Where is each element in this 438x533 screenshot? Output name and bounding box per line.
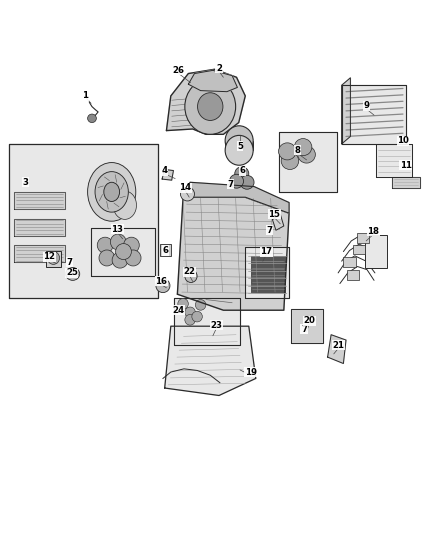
Polygon shape — [9, 144, 158, 298]
Text: 12: 12 — [43, 253, 55, 261]
Polygon shape — [342, 78, 350, 144]
Ellipse shape — [185, 270, 197, 282]
Bar — [347, 270, 359, 280]
Ellipse shape — [180, 187, 194, 201]
Ellipse shape — [294, 139, 312, 156]
Polygon shape — [14, 245, 65, 262]
Ellipse shape — [185, 79, 236, 134]
Text: 7: 7 — [228, 180, 234, 189]
Ellipse shape — [88, 163, 136, 221]
Polygon shape — [272, 214, 284, 230]
Text: 9: 9 — [363, 101, 369, 110]
Polygon shape — [14, 219, 65, 236]
Ellipse shape — [66, 268, 80, 280]
Text: 20: 20 — [303, 317, 315, 325]
Polygon shape — [166, 69, 245, 134]
Ellipse shape — [195, 300, 206, 310]
Ellipse shape — [281, 152, 299, 169]
Text: 5: 5 — [237, 142, 243, 150]
Text: 15: 15 — [268, 210, 280, 219]
Polygon shape — [291, 309, 323, 343]
Text: 4: 4 — [161, 166, 167, 175]
Text: 25: 25 — [66, 269, 78, 277]
Ellipse shape — [88, 114, 96, 123]
Polygon shape — [183, 182, 289, 213]
Polygon shape — [162, 169, 173, 180]
Polygon shape — [392, 177, 420, 188]
Polygon shape — [342, 85, 406, 144]
Polygon shape — [188, 70, 237, 92]
Bar — [160, 244, 171, 256]
Ellipse shape — [230, 174, 244, 188]
Text: 26: 26 — [173, 66, 185, 75]
Ellipse shape — [95, 172, 128, 212]
Text: 16: 16 — [155, 277, 167, 286]
Polygon shape — [328, 335, 346, 364]
Ellipse shape — [178, 298, 188, 309]
Bar — [251, 256, 286, 293]
Polygon shape — [279, 132, 337, 192]
Bar — [357, 233, 369, 243]
Text: 21: 21 — [332, 341, 344, 350]
Bar — [343, 257, 356, 267]
Bar — [353, 245, 365, 254]
Polygon shape — [91, 228, 155, 276]
Text: 7: 7 — [66, 258, 72, 266]
Text: 6: 6 — [162, 246, 169, 255]
Ellipse shape — [298, 146, 315, 163]
Ellipse shape — [279, 143, 296, 160]
Ellipse shape — [156, 279, 170, 293]
Ellipse shape — [235, 167, 249, 181]
Text: 2: 2 — [216, 64, 222, 72]
Polygon shape — [245, 247, 289, 298]
Ellipse shape — [112, 252, 128, 268]
Text: 13: 13 — [111, 225, 124, 233]
Polygon shape — [165, 326, 256, 395]
Text: 14: 14 — [179, 183, 191, 192]
Ellipse shape — [192, 311, 202, 322]
Text: 17: 17 — [260, 247, 272, 256]
Polygon shape — [376, 144, 412, 177]
Ellipse shape — [113, 191, 137, 220]
Ellipse shape — [124, 237, 139, 253]
Ellipse shape — [225, 135, 253, 165]
Text: 7: 7 — [267, 226, 273, 235]
Ellipse shape — [125, 250, 141, 266]
Text: 24: 24 — [173, 306, 185, 314]
Polygon shape — [177, 197, 289, 310]
Text: 23: 23 — [210, 321, 223, 329]
Text: 19: 19 — [244, 368, 257, 376]
Ellipse shape — [97, 237, 113, 253]
Text: 22: 22 — [183, 268, 195, 276]
Ellipse shape — [198, 93, 223, 120]
Ellipse shape — [185, 314, 195, 325]
Ellipse shape — [116, 244, 131, 260]
Polygon shape — [174, 298, 240, 345]
Text: 3: 3 — [22, 178, 28, 187]
Ellipse shape — [99, 250, 115, 266]
Text: 8: 8 — [295, 146, 301, 155]
Ellipse shape — [225, 126, 253, 156]
Text: 1: 1 — [82, 92, 88, 100]
Text: 6: 6 — [240, 166, 246, 175]
Polygon shape — [14, 192, 65, 209]
Text: 7: 7 — [301, 325, 307, 334]
Ellipse shape — [185, 307, 195, 318]
Text: 11: 11 — [399, 161, 412, 169]
Ellipse shape — [240, 175, 254, 189]
Text: 10: 10 — [397, 136, 409, 145]
Ellipse shape — [47, 252, 60, 264]
Ellipse shape — [110, 234, 126, 250]
Text: 18: 18 — [367, 227, 379, 236]
Bar — [365, 235, 387, 268]
Bar — [46, 251, 61, 266]
Ellipse shape — [104, 182, 120, 201]
